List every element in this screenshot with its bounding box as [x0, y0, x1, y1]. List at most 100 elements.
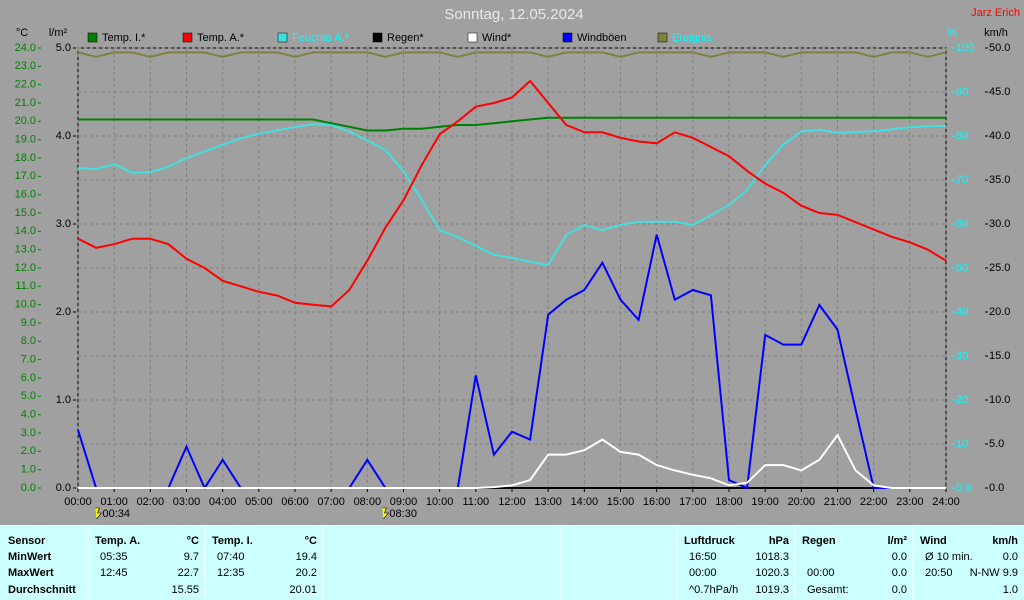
y-tick-label: 23.0 [15, 60, 36, 72]
y-tick-label: 11.0 [15, 280, 36, 292]
table-value: 20.01 [289, 584, 317, 596]
y-tick-label: 13.0 [15, 244, 36, 256]
table-time: 00:00 [807, 567, 835, 579]
y-tick-label: 10.0 [15, 299, 36, 311]
table-header: Temp. I. [212, 535, 253, 547]
table-unit: °C [305, 535, 317, 547]
table-time: Ø 10 min. [925, 551, 973, 563]
y-tick-label: 19.0 [15, 134, 36, 146]
y-tick-label: 17.0 [15, 170, 36, 182]
y-tick-label: 30.0 [989, 218, 1010, 230]
event-label: 08:30 [389, 508, 417, 520]
y-tick-label: 60 [956, 218, 968, 230]
table-unit: hPa [769, 535, 790, 547]
legend-label: Wind* [482, 32, 512, 44]
table-unit: km/h [992, 535, 1018, 547]
y-tick-label: 15.0 [989, 350, 1010, 362]
legend-label: Regen* [387, 32, 424, 44]
y-tick-label: 2.0 [56, 306, 71, 318]
x-tick-label: 13:00 [534, 496, 562, 508]
y-tick-label: 40.0 [989, 130, 1010, 142]
y-tick-label: 70 [956, 174, 968, 186]
table-value: 1018.3 [755, 551, 789, 563]
y-tick-label: 0.0 [21, 482, 36, 494]
legend-label: Ereignis [672, 32, 712, 44]
y-tick-label: 10 [956, 438, 968, 450]
x-tick-label: 03:00 [173, 496, 201, 508]
x-tick-label: 11:00 [462, 496, 489, 508]
x-tick-label: 08:00 [354, 496, 382, 508]
series-line [77, 79, 947, 308]
y-tick-label: 14.0 [15, 225, 36, 237]
table-value: 0.0 [1003, 551, 1018, 563]
table-time: 16:50 [689, 551, 717, 563]
table-unit: °C [187, 535, 199, 547]
y-tick-label: 100 [956, 42, 974, 54]
table-time: 05:35 [100, 551, 128, 563]
x-tick-label: 15:00 [607, 496, 635, 508]
y-tick-label: 20.0 [989, 306, 1010, 318]
table-row-label: Durchschnitt [8, 584, 76, 596]
stats-table: Sensor MinWert MaxWert Durchschnitt Temp. A.… [8, 525, 1018, 600]
y-tick-label: 0.0 [956, 482, 971, 494]
table-value: 20.2 [296, 567, 317, 579]
y-tick-label: 15.0 [15, 207, 36, 219]
table-value: 0.0 [892, 567, 907, 579]
legend-label: Feuchte A.* [292, 32, 350, 44]
x-tick-label: 12:00 [498, 496, 526, 508]
y-tick-label: 3.0 [21, 427, 36, 439]
table-time: 07:40 [217, 551, 245, 563]
table-row-label: MaxWert [8, 567, 54, 579]
x-tick-label: 24:00 [932, 496, 960, 508]
y-tick-label: 5.0 [56, 42, 71, 54]
y-tick-label: 30 [956, 350, 968, 362]
x-tick-label: 23:00 [896, 496, 924, 508]
x-tick-label: 17:00 [679, 496, 707, 508]
y-tick-label: 2.0 [21, 445, 36, 457]
y-tick-label: 5.0 [989, 438, 1004, 450]
x-tick-label: 00:00 [64, 496, 92, 508]
y-tick-label: 40 [956, 306, 968, 318]
y-tick-label: 0.0 [989, 482, 1004, 494]
y-tick-label: 3.0 [56, 218, 71, 230]
table-value: 9.7 [184, 551, 199, 563]
x-tick-label: 14:00 [571, 496, 599, 508]
y-tick-label: 25.0 [989, 262, 1010, 274]
x-tick-label: 06:00 [281, 496, 309, 508]
legend-label: Windböen [577, 32, 627, 44]
legend-swatch [657, 32, 668, 43]
x-tick-label: 19:00 [751, 496, 779, 508]
y-tick-label: 35.0 [989, 174, 1010, 186]
series-line [78, 433, 946, 489]
y-tick-label: 50 [956, 262, 968, 274]
axis-unit: °C [16, 27, 28, 39]
table-header: Temp. A. [95, 535, 140, 547]
y-tick-label: 12.0 [15, 262, 36, 274]
y-tick-label: 7.0 [21, 354, 36, 366]
table-unit: l/m² [887, 535, 907, 547]
series-line [78, 116, 946, 132]
table-value: 22.7 [178, 567, 199, 579]
legend-swatch [182, 32, 193, 43]
legend-label: Temp. A.* [197, 32, 245, 44]
legend-swatch [277, 32, 288, 43]
table-header: Regen [802, 535, 836, 547]
y-tick-label: 20 [956, 394, 968, 406]
author: Jarz Erich [971, 7, 1020, 19]
y-tick-label: 21.0 [15, 97, 36, 109]
legend-label: Temp. I.* [102, 32, 146, 44]
legend-swatch [467, 32, 478, 43]
y-tick-label: 45.0 [989, 86, 1010, 98]
y-tick-label: 10.0 [989, 394, 1010, 406]
table-value: 15.55 [171, 584, 199, 596]
x-tick-label: 21:00 [824, 496, 852, 508]
y-tick-label: 4.0 [21, 409, 36, 421]
stats-panel [0, 525, 1024, 600]
table-value: 1.0 [1003, 584, 1018, 596]
series-line [77, 234, 946, 491]
y-tick-label: 6.0 [21, 372, 36, 384]
y-tick-label: 8.0 [21, 335, 36, 347]
table-time: 12:35 [217, 567, 245, 579]
